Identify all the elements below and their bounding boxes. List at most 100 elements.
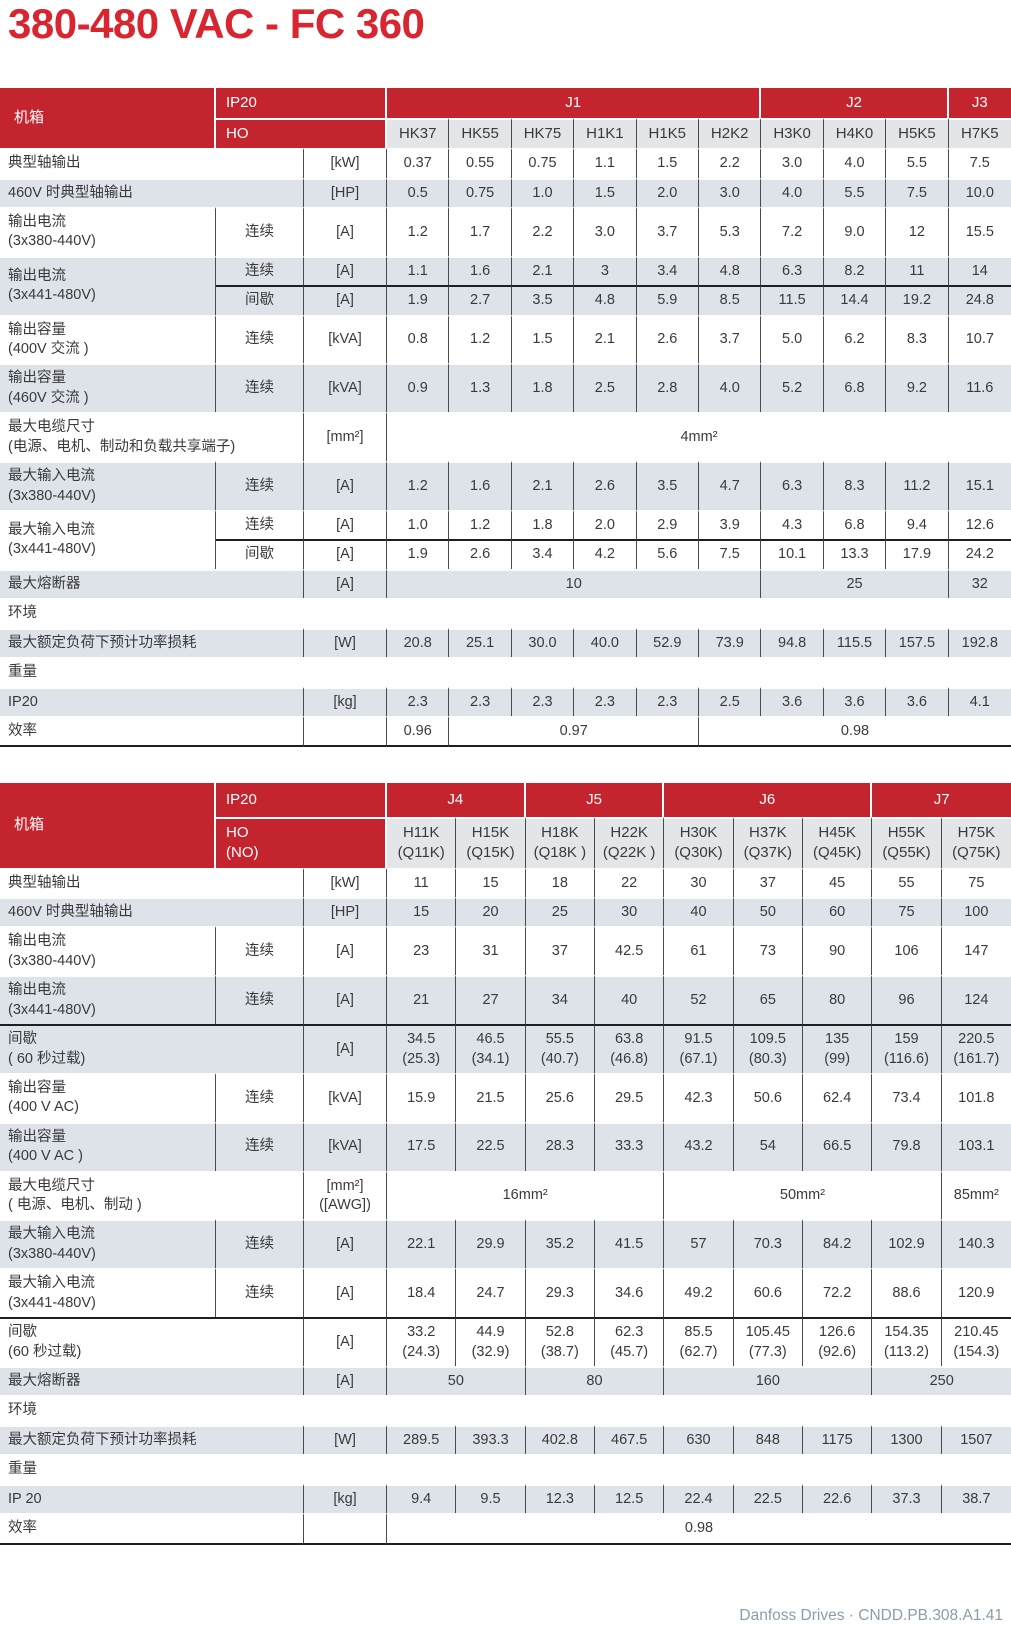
spec-row: 460V 时典型轴输出 [HP] 0.5 0.75 1.0 1.5 2.0 3.0 4.0 5.5… [0,177,1011,207]
spec-unit-cell: [A] [304,1317,388,1366]
spec-value-cell: 4.0 [823,148,887,178]
spec-value-cell: 34.5 (25.3) [387,1024,457,1073]
spec-value-cell: 2.1 [511,461,575,510]
spec-value-cell: 22 [595,867,665,897]
spec-value-cell: 1.8 [511,510,575,540]
spec-value-cell: 2.3 [636,686,699,716]
spec-value-cell: 31 [456,926,526,976]
spec-value-cell: 2.5 [574,363,637,413]
spec-value-cell: 33.2 (24.3) [387,1317,457,1366]
spec-value-cell: 106 [872,926,942,976]
spec-unit-cell: [W] [304,627,388,658]
spec-value-cell: 3.0 [761,148,824,178]
spec-value-cell: 27 [456,975,526,1025]
model-header-cell: HK75 [511,118,575,149]
spec-unit-cell: [A] [304,1219,388,1269]
spec-value-cell: 20.8 [387,627,450,658]
spec-value-cell: 393.3 [456,1424,526,1455]
spec-value-cell: 1.0 [387,510,450,540]
spec-label-cell: 输出容量 (460V 交流 ) [0,363,216,413]
model-header-cell: H75K (Q75K) [941,817,1011,868]
spec-unit-cell: [kVA] [304,1072,388,1122]
spec-tables-container: 机箱 IP20 J1 J2 J3 HO HK37 HK55 HK75 H1K1 H1K5 H2K2 H3… [0,88,1011,1545]
spec-value-cell: 0.8 [387,314,450,364]
spec-label-cell: 典型轴输出 [0,148,304,178]
spec-label-cell: 最大额定负荷下预计功率损耗 [0,627,304,658]
spec-value-cell: 21.5 [456,1072,526,1122]
model-header-cell: H22K (Q22K ) [595,817,665,868]
spec-value-cell: 115.5 [823,627,887,658]
spec-row: 输出容量 (400V 交流 ) 连续 [kVA] 0.8 1.2 1.5 2.1 2.6 3.7… [0,314,1011,364]
spec-value-cell: 1.5 [511,314,575,364]
spec-value-cell: 34 [525,975,595,1025]
spec-unit-cell: [A] [304,1366,388,1396]
spec-attr-cell: 连续 [216,206,304,256]
spec-row: 最大熔断器 [A] 10 25 32 [0,568,1011,599]
spec-unit-cell: [mm²] [304,412,388,462]
spec-value-cell: 154.35 (113.2) [872,1317,942,1366]
spec-value-cell: 126.6 (92.6) [802,1317,873,1366]
spec-label-cell: 最大熔断器 [0,568,304,599]
spec-value-cell: 60.6 [733,1268,803,1318]
spec-value-cell: 55 [872,867,942,897]
model-header-cell: H2K2 [698,118,762,149]
spec-value-cell: 4.1 [948,686,1011,716]
spec-value-cell: 22.6 [802,1483,873,1514]
spec-value-cell: 2.8 [636,363,699,413]
spec-value-cell: 2.1 [574,314,637,364]
spec-value-cell: 30.0 [511,627,575,658]
spec-row: 最大熔断器 [A] 50 80 160 250 [0,1366,1011,1396]
spec-value-cell: 147 [941,926,1011,975]
spec-value-cell: 19.2 [886,285,949,315]
spec-value-cell: 4.3 [761,510,824,540]
spec-value-cell: 17.9 [886,539,949,569]
spec-value-cell: 1.6 [449,461,512,510]
spec-value-cell: 1.2 [449,314,512,364]
spec-value-cell: 3.6 [823,686,887,716]
spec-attr-cell: 连续 [216,926,304,976]
spec-value-cell: 25 [525,896,595,927]
spec-label-cell: 最大电缆尺寸 (电源、电机、制动和负载共享端子) [0,412,304,462]
spec-value-cell: 34.6 [595,1268,665,1318]
spec-value-cell: 5.0 [761,314,824,364]
spec-label-cell: 输出容量 (400 V AC ) [0,1121,216,1171]
spec-value-cell: 63.8 (46.8) [595,1024,665,1073]
spec-value-cell: 3.4 [511,539,575,569]
spec-value-cell: 22.5 [456,1121,526,1171]
spec-value-cell: 50 [733,896,803,927]
spec-value-cell: 102.9 [872,1219,942,1269]
spec-attr-cell: 连续 [216,314,304,364]
spec-value-cell: 9.2 [886,363,949,413]
spec-value-cell: 72.2 [802,1268,873,1318]
model-header-cell: HK37 [387,118,450,149]
spec-row: 输出电流 (3x441-480V) 连续 [A] 1.1 1.6 2.1 3 3.4 4.8 6.… [0,255,1011,315]
spec-unit-cell: [kW] [304,148,388,178]
spec-value-cell: 50 [387,1366,526,1396]
spec-label-cell: IP 20 [0,1483,304,1514]
spec-value-cell: 159 (116.6) [872,1024,942,1073]
spec-unit-cell: [A] [304,1024,388,1073]
spec-row: 460V 时典型轴输出 [HP] 15 20 25 30 40 50 60 75 100 [0,896,1011,927]
spec-value-cell: 18 [525,867,595,897]
spec-unit-cell: [kg] [304,686,388,716]
spec-value-cell: 37 [733,867,803,897]
spec-attr-cell: 连续 [216,1072,304,1122]
spec-value-cell: 10.1 [761,539,824,569]
ho-overload-cell: HO (NO) [216,817,388,868]
spec-value-cell: 50.6 [733,1072,803,1122]
spec-value-cell: 22.5 [733,1483,803,1514]
spec-value-cell: 1.9 [387,539,450,569]
spec-label-cell: 输出电流 (3x441-480V) [0,975,216,1025]
spec-value-cell: 28.3 [525,1121,595,1171]
spec-row: 最大输入电流 (3x380-440V) 连续 [A] 1.2 1.6 2.1 2.6 3.5 4… [0,461,1011,510]
spec-value-cell: 1.1 [574,148,637,178]
spec-value-cell: 3.7 [636,206,699,256]
spec-value-cell: 1175 [802,1424,873,1455]
spec-unit-cell: [A] [304,975,388,1025]
spec-value-cell: 40 [664,896,734,927]
spec-label-cell: 输出电流 (3x441-480V) [0,255,216,315]
spec-row: 最大输入电流 (3x441-480V) 连续 [A] 18.4 24.7 29.3 34.6… [0,1268,1011,1318]
spec-value-cell: 6.3 [761,255,824,286]
spec-unit-cell: [kVA] [304,363,388,413]
spec-unit-cell: [A] [304,255,388,286]
